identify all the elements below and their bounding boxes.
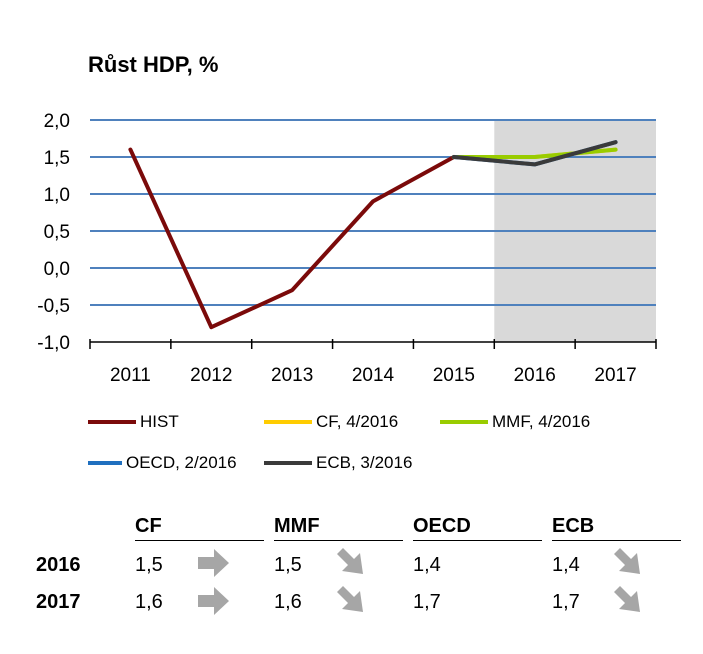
table-cell-cf-2017: 1,6: [135, 591, 163, 613]
table-cell-cf-2016: 1,5: [135, 554, 163, 576]
table-cell-oecd-2017: 1,7: [413, 591, 441, 613]
x-tick-label: 2016: [514, 365, 556, 386]
legend-label-hist: HIST: [140, 412, 179, 431]
legend-item-oecd: OECD, 2/2016: [88, 453, 237, 473]
series-line-hist: [128, 147, 456, 330]
legend-swatch-mmf: [440, 420, 488, 424]
y-tick-label: -1,0: [37, 333, 70, 354]
table-header-underline: [413, 540, 542, 541]
legend-item-ecb: ECB, 3/2016: [264, 453, 412, 473]
chart-title: Růst HDP, %: [88, 52, 219, 77]
x-tick-label: 2017: [594, 365, 636, 386]
series-line-ecb: [451, 140, 618, 167]
series-line-mmf: [451, 147, 618, 159]
y-tick-label: 1,5: [44, 148, 70, 169]
y-tick-label: 0,5: [44, 222, 70, 243]
legend-label-cf: CF, 4/2016: [316, 412, 399, 431]
legend-label-mmf: MMF, 4/2016: [492, 412, 591, 431]
y-tick-label: 1,0: [44, 185, 70, 206]
legend-item-hist: HIST: [88, 412, 179, 432]
table-cell-oecd-2016: 1,4: [413, 554, 441, 576]
gdp-line-chart: 2,0 1,5 1,0 0,5 0,0 -0,5 -1,0 2011 2012 2013 2014 2…: [37, 111, 657, 386]
legend-item-mmf: MMF, 4/2016: [440, 412, 590, 432]
arrow-down-right-icon: [337, 548, 363, 574]
y-tick-label: -0,5: [37, 296, 70, 317]
x-tick-label: 2012: [190, 365, 232, 386]
table-header-ecb: ECB: [552, 515, 595, 537]
y-tick-label: 2,0: [44, 111, 70, 132]
legend-item-cf: CF, 4/2016: [264, 412, 398, 432]
table-row-label-2017: 2017: [36, 591, 81, 613]
legend-label-ecb: ECB, 3/2016: [316, 453, 413, 472]
x-tick-label: 2015: [433, 365, 475, 386]
table-cell-mmf-2017: 1,6: [274, 591, 302, 613]
table-header-underline: [552, 540, 681, 541]
table-header-underline: [274, 540, 403, 541]
table-header-underline: [135, 540, 264, 541]
x-tick-label: 2013: [271, 365, 313, 386]
table-header-oecd: OECD: [413, 515, 471, 537]
arrow-right-icon: [198, 549, 229, 577]
table-cell-mmf-2016: 1,5: [274, 554, 302, 576]
table-row-label-2016: 2016: [36, 554, 81, 576]
y-tick-label: 0,0: [44, 259, 70, 280]
legend-swatch-hist: [88, 420, 136, 424]
legend-label-oecd: OECD, 2/2016: [126, 453, 237, 472]
table-header-mmf: MMF: [274, 515, 320, 537]
legend-swatch-oecd: [88, 461, 122, 465]
table-cell-ecb-2017: 1,7: [552, 591, 580, 613]
arrow-right-icon: [198, 587, 229, 615]
table-cell-ecb-2016: 1,4: [552, 554, 580, 576]
x-tick-label: 2014: [352, 365, 395, 386]
legend-swatch-cf: [264, 420, 312, 424]
arrow-down-right-icon: [614, 548, 640, 574]
table-header-cf: CF: [135, 515, 162, 537]
legend-swatch-ecb: [264, 461, 312, 465]
arrow-down-right-icon: [614, 586, 640, 612]
arrow-down-right-icon: [337, 586, 363, 612]
x-tick-label: 2011: [110, 365, 151, 386]
